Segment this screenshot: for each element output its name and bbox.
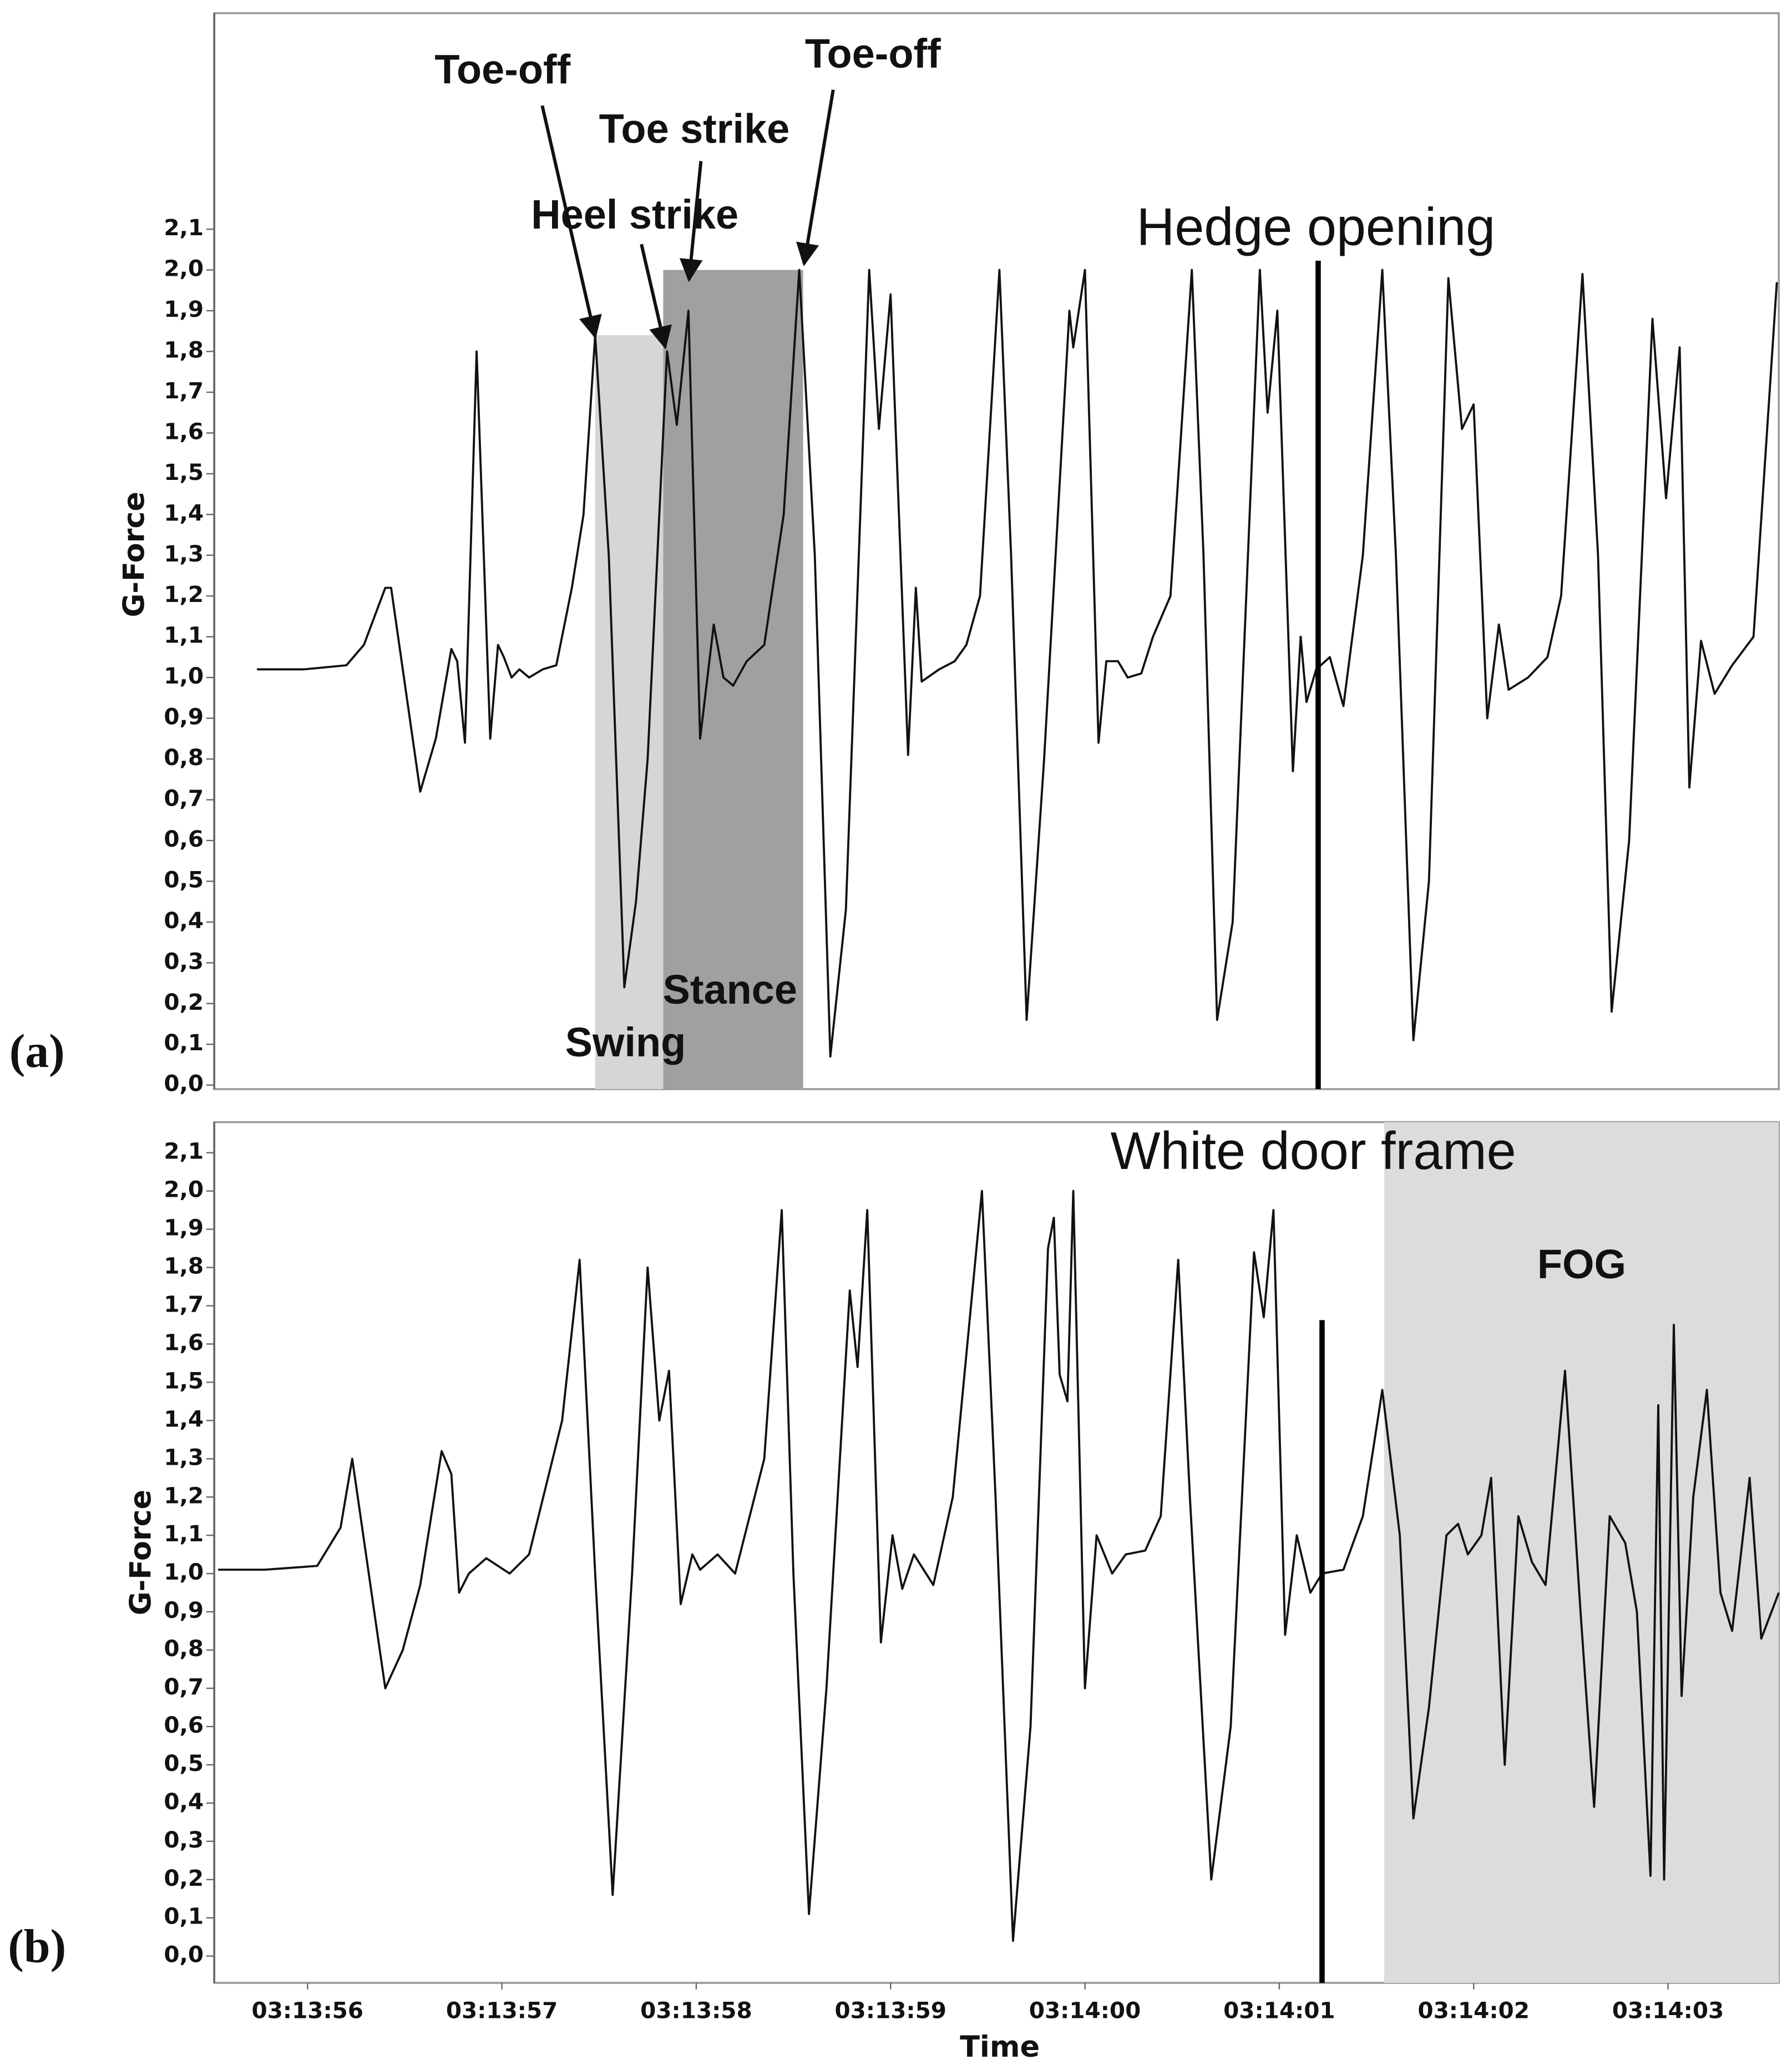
plot-frame xyxy=(213,12,1780,1090)
y-tick-label: 0,3 xyxy=(164,948,204,974)
y-tick-label: 1,8 xyxy=(164,337,204,363)
x-tick-label: 03:13:57 xyxy=(446,1997,558,2023)
signal-line xyxy=(218,1190,1780,1942)
y-tick-label: 1,7 xyxy=(164,377,204,404)
y-tick-label: 0,8 xyxy=(164,744,204,771)
y-tick-label: 0,7 xyxy=(164,785,204,812)
y-tick-label: 0,2 xyxy=(164,989,204,1015)
annotation: Heel strike xyxy=(531,191,738,237)
y-tick-label: 0,9 xyxy=(164,1597,204,1623)
y-tick-label: 0,8 xyxy=(164,1635,204,1662)
event-label: Hedge opening xyxy=(1136,198,1495,257)
x-axis-label: Time xyxy=(960,2030,1040,2064)
y-tick-label: 1,5 xyxy=(164,459,204,485)
y-tick-label: 1,9 xyxy=(164,296,204,322)
y-tick-label: 1,4 xyxy=(164,499,204,526)
region-label: Swing xyxy=(565,1019,686,1065)
y-tick-label: 1,3 xyxy=(164,540,204,567)
y-tick-label: 0,1 xyxy=(164,1903,204,1930)
y-tick-label: 1,9 xyxy=(164,1214,204,1241)
x-tick-label: 03:14:02 xyxy=(1418,1997,1530,2023)
y-tick-label: 1,1 xyxy=(164,622,204,649)
annotation: Toe strike xyxy=(599,105,790,151)
y-tick-label: 0,6 xyxy=(164,826,204,852)
y-tick-label: 0,7 xyxy=(164,1673,204,1700)
y-tick-label: 0,0 xyxy=(164,1941,204,1968)
y-tick-label: 0,4 xyxy=(164,1788,204,1815)
y-axis-label: G-Force xyxy=(124,1490,158,1616)
y-tick-label: 0,4 xyxy=(164,907,204,934)
y-axis-label: G-Force xyxy=(117,492,151,618)
y-tick-label: 0,9 xyxy=(164,704,204,730)
shaded-region xyxy=(663,270,803,1090)
y-tick-label: 1,0 xyxy=(164,1558,204,1585)
y-tick-label: 1,6 xyxy=(164,1329,204,1355)
x-tick-label: 03:14:03 xyxy=(1612,1997,1724,2023)
y-tick-label: 1,7 xyxy=(164,1291,204,1318)
y-tick-label: 0,5 xyxy=(164,1750,204,1777)
panel-label: (a) xyxy=(9,1025,65,1077)
y-tick-label: 0,6 xyxy=(164,1712,204,1738)
y-tick-label: 0,0 xyxy=(164,1070,204,1097)
y-tick-label: 2,1 xyxy=(164,214,204,241)
annotation-arrow xyxy=(540,105,602,339)
y-tick-label: 1,6 xyxy=(164,418,204,444)
annotation: Toe-off xyxy=(434,46,570,92)
y-tick-label: 1,8 xyxy=(164,1253,204,1279)
shaded-region xyxy=(595,335,664,1090)
y-tick-label: 1,2 xyxy=(164,1482,204,1509)
y-tick-label: 2,0 xyxy=(164,1176,204,1203)
x-tick-label: 03:13:59 xyxy=(834,1997,946,2023)
region-label: FOG xyxy=(1537,1241,1626,1287)
y-tick-label: 1,2 xyxy=(164,581,204,608)
shaded-region xyxy=(1384,1122,1779,1983)
annotation-arrow xyxy=(679,160,703,282)
x-tick-label: 03:13:56 xyxy=(252,1997,364,2023)
x-tick-label: 03:14:01 xyxy=(1223,1997,1335,2023)
y-tick-label: 1,5 xyxy=(164,1367,204,1394)
event-label: White door frame xyxy=(1110,1122,1516,1181)
y-tick-label: 0,1 xyxy=(164,1029,204,1056)
y-tick-label: 1,1 xyxy=(164,1520,204,1547)
y-tick-label: 0,2 xyxy=(164,1865,204,1891)
annotation: Toe-off xyxy=(805,31,941,77)
y-tick-label: 2,0 xyxy=(164,255,204,282)
y-tick-label: 1,3 xyxy=(164,1444,204,1470)
panel-label: (b) xyxy=(8,1920,66,1973)
annotation-arrow xyxy=(640,244,672,350)
y-tick-label: 1,0 xyxy=(164,662,204,689)
signal-line xyxy=(257,269,1778,1058)
y-tick-label: 0,5 xyxy=(164,866,204,893)
annotation-arrow xyxy=(796,89,835,267)
y-tick-label: 2,1 xyxy=(164,1138,204,1165)
y-tick-label: 1,4 xyxy=(164,1405,204,1432)
x-tick-label: 03:13:58 xyxy=(640,1997,752,2023)
x-tick-label: 03:14:00 xyxy=(1029,1997,1141,2023)
y-tick-label: 0,3 xyxy=(164,1826,204,1853)
region-label: Stance xyxy=(663,966,797,1013)
